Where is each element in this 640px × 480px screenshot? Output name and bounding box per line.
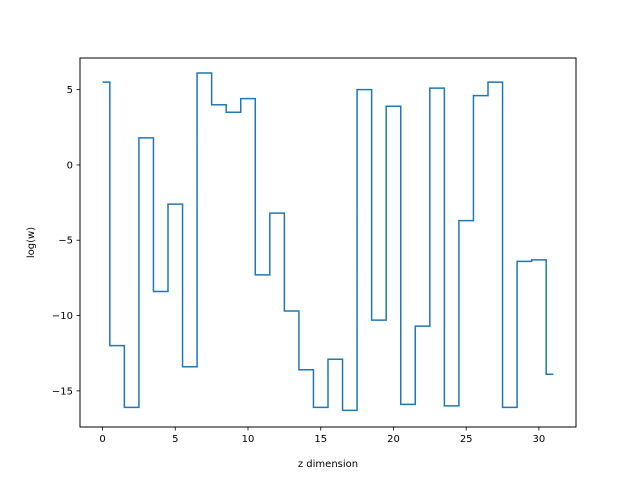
x-tick-label: 30 [533, 434, 546, 445]
x-tick-label: 10 [242, 434, 255, 445]
x-tick-label: 25 [460, 434, 473, 445]
ticks: 0 5 10 15 20 25 30 −15 −10 −5 0 5 [52, 85, 545, 445]
y-tick-label: −5 [58, 236, 73, 247]
x-axis-label: z dimension [298, 459, 358, 470]
y-tick-label: −10 [52, 311, 73, 322]
y-tick-label: 5 [67, 85, 73, 96]
y-tick-label: 0 [67, 160, 73, 171]
axes-frame [79, 57, 577, 428]
plot-area [102, 72, 554, 412]
x-tick-label: 0 [99, 434, 105, 445]
y-tick-label: −15 [52, 386, 73, 397]
x-tick-label: 15 [314, 434, 327, 445]
y-axis-label: log(w) [26, 227, 37, 258]
x-tick-label: 5 [172, 434, 178, 445]
x-tick-label: 20 [387, 434, 400, 445]
series-line-0 [102, 72, 554, 412]
